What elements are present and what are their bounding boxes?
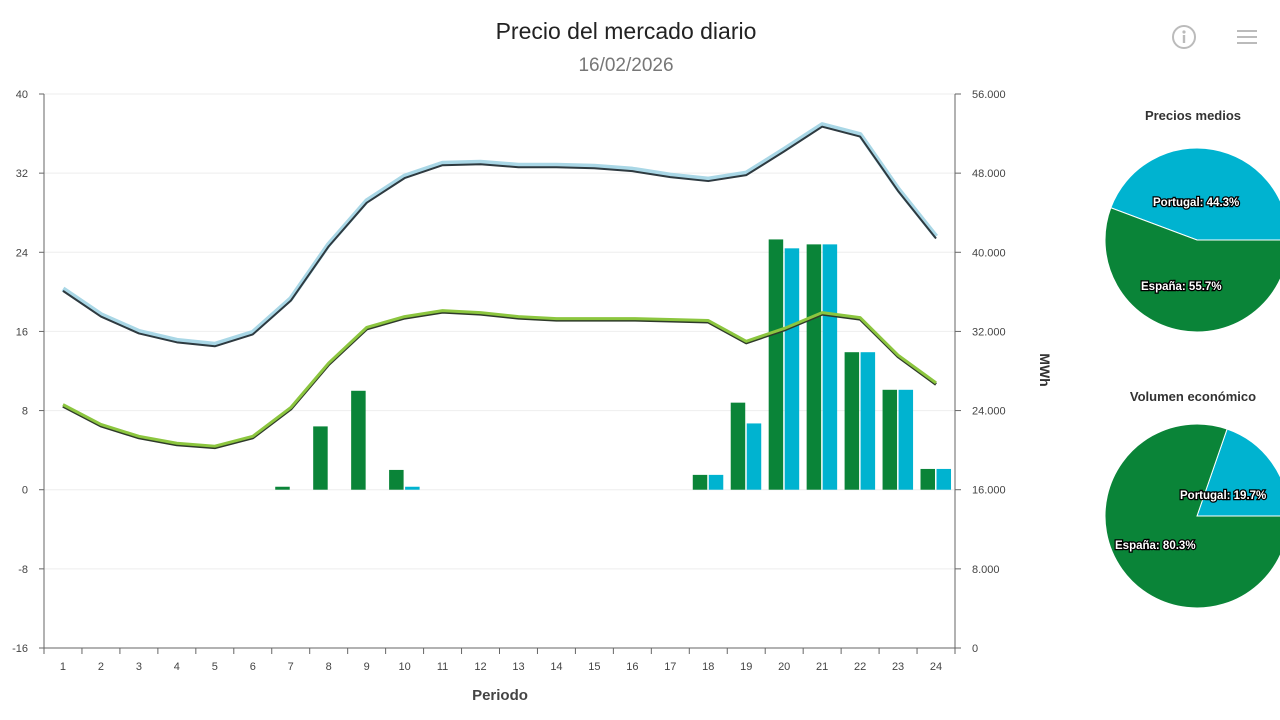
bar-portugal-19 bbox=[746, 423, 762, 490]
x-tick-label: 3 bbox=[136, 661, 142, 673]
y-right-tick-label: 0 bbox=[972, 643, 978, 655]
pie-slice-portugal bbox=[1110, 147, 1280, 241]
chart-subtitle: 16/02/2026 bbox=[578, 55, 674, 76]
bar-espana-20 bbox=[768, 239, 784, 490]
y-right-tick-label: 16.000 bbox=[972, 485, 1006, 497]
x-tick-label: 23 bbox=[892, 661, 904, 673]
y-left-tick-label: -16 bbox=[12, 643, 28, 655]
y-right-tick-label: 40.000 bbox=[972, 247, 1006, 259]
x-tick-label: 17 bbox=[664, 661, 676, 673]
y-right-tick-label: 48.000 bbox=[972, 168, 1006, 180]
bar-portugal-20 bbox=[784, 248, 800, 490]
x-tick-label: 21 bbox=[816, 661, 828, 673]
bar-espana-24 bbox=[920, 468, 936, 490]
y-axis-right-label: MWh bbox=[1037, 353, 1053, 386]
x-tick-label: 1 bbox=[60, 661, 66, 673]
bar-espana-8 bbox=[313, 426, 328, 490]
pie-title: Precios medios bbox=[1145, 108, 1241, 123]
y-right-tick-label: 24.000 bbox=[972, 406, 1006, 418]
x-tick-label: 19 bbox=[740, 661, 752, 673]
x-tick-label: 11 bbox=[437, 661, 448, 673]
pie-label-portugal: Portugal: 19.7% bbox=[1180, 490, 1266, 502]
bar-espana-21 bbox=[806, 244, 822, 490]
y-left-tick-label: 16 bbox=[16, 326, 28, 338]
x-tick-label: 2 bbox=[98, 661, 104, 673]
y-right-tick-label: 8.000 bbox=[972, 564, 1000, 576]
info-circle-icon[interactable] bbox=[1171, 24, 1197, 50]
bar-portugal-22 bbox=[860, 352, 876, 490]
x-axis-label: Periodo bbox=[472, 687, 528, 704]
x-tick-label: 18 bbox=[702, 661, 714, 673]
x-tick-label: 8 bbox=[326, 661, 332, 673]
pie-slice-españa bbox=[1104, 423, 1280, 609]
x-tick-label: 9 bbox=[364, 661, 370, 673]
y-left-tick-label: 8 bbox=[22, 406, 28, 418]
y-left-tick-label: 0 bbox=[22, 485, 28, 497]
pie-slice-españa bbox=[1104, 207, 1280, 333]
x-tick-label: 6 bbox=[250, 661, 256, 673]
x-tick-label: 14 bbox=[550, 661, 562, 673]
pie-label-españa: España: 80.3% bbox=[1115, 540, 1196, 552]
bar-espana-18 bbox=[692, 474, 708, 490]
bar-portugal-21 bbox=[822, 244, 838, 490]
y-left-tick-label: 24 bbox=[16, 247, 28, 259]
upper-line-halo bbox=[61, 122, 938, 347]
bar-portugal-10 bbox=[405, 486, 420, 490]
upper-series-line bbox=[62, 125, 937, 348]
pie-label-portugal: Portugal: 44.3% bbox=[1153, 197, 1239, 209]
lower-line-shadow bbox=[62, 310, 937, 450]
bar-espana-7 bbox=[275, 486, 290, 490]
bar-portugal-24 bbox=[936, 468, 952, 490]
x-tick-label: 12 bbox=[474, 661, 486, 673]
x-tick-label: 15 bbox=[588, 661, 600, 673]
y-right-tick-label: 56.000 bbox=[972, 89, 1006, 101]
x-tick-label: 4 bbox=[174, 661, 180, 673]
x-tick-label: 24 bbox=[930, 661, 942, 673]
y-left-tick-label: 40 bbox=[16, 89, 28, 101]
pie-label-españa: España: 55.7% bbox=[1141, 281, 1222, 293]
pie-slice-portugal bbox=[1196, 428, 1280, 517]
bar-portugal-18 bbox=[708, 474, 724, 490]
lower-series-line bbox=[62, 309, 937, 448]
bar-espana-19 bbox=[730, 402, 746, 490]
x-tick-label: 13 bbox=[512, 661, 524, 673]
y-left-tick-label: 32 bbox=[16, 168, 28, 180]
x-tick-label: 20 bbox=[778, 661, 790, 673]
x-tick-label: 7 bbox=[288, 661, 294, 673]
x-tick-label: 10 bbox=[398, 661, 410, 673]
bar-espana-22 bbox=[844, 352, 860, 490]
bar-espana-9 bbox=[351, 390, 366, 490]
x-tick-label: 16 bbox=[626, 661, 638, 673]
bar-espana-10 bbox=[389, 469, 404, 490]
chart-title: Precio del mercado diario bbox=[495, 18, 757, 44]
y-right-tick-label: 32.000 bbox=[972, 326, 1006, 338]
bar-espana-23 bbox=[882, 389, 898, 490]
hamburger-menu-icon[interactable] bbox=[1234, 24, 1260, 50]
x-tick-label: 22 bbox=[854, 661, 866, 673]
pie-title: Volumen económico bbox=[1130, 389, 1256, 404]
x-tick-label: 5 bbox=[212, 661, 218, 673]
bar-portugal-23 bbox=[898, 389, 914, 490]
y-left-tick-label: -8 bbox=[18, 564, 28, 576]
